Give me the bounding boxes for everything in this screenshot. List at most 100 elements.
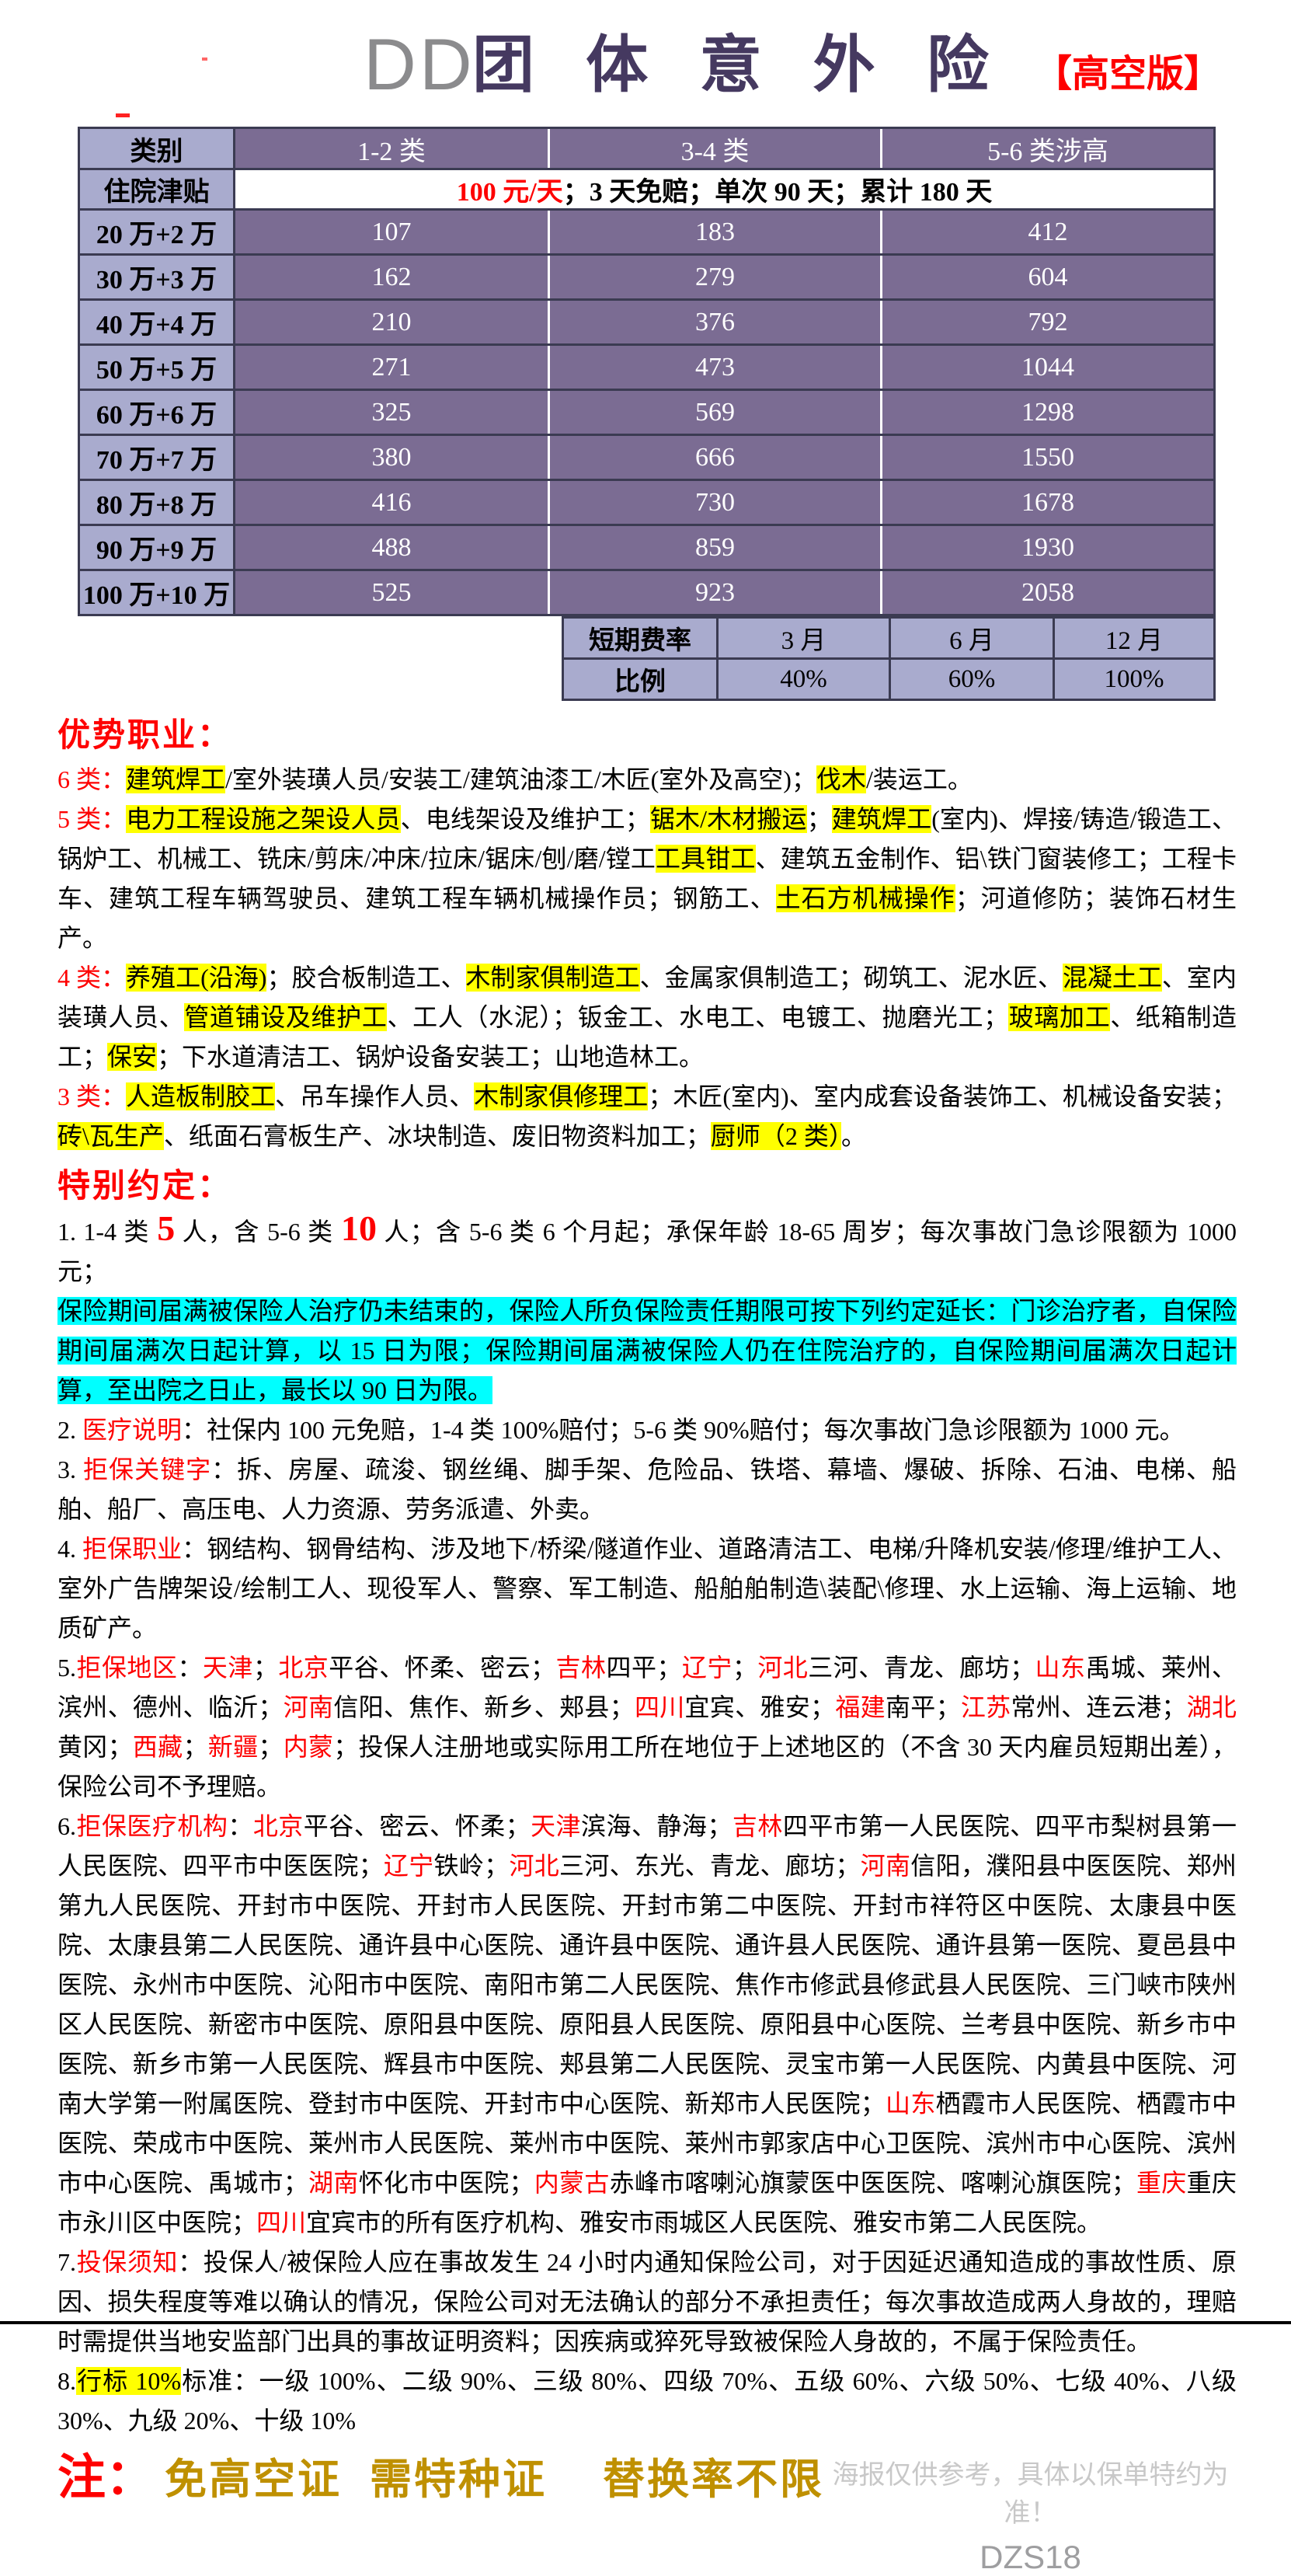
red-dot-decoration	[202, 58, 207, 61]
text-segment: 重庆	[1136, 2169, 1187, 2197]
item-number: 3.	[57, 1455, 84, 1483]
text-segment: 吉林	[555, 1654, 607, 1682]
rate-table: 类别 1-2 类 3-4 类 5-6 类涉高 住院津贴 100 元/天；3 天免…	[78, 127, 1216, 616]
plan-row: 40 万+4 万 210 376 792	[78, 298, 1215, 346]
text-segment: 三河、东光、青龙、廊坊；	[559, 1852, 861, 1880]
plan-row: 70 万+7 万 380 666 1550	[78, 434, 1215, 481]
premium-cell: 380	[233, 434, 549, 481]
text-segment: 吉林	[732, 1812, 783, 1840]
item-text: ：投保人/被保险人应在事故发生 24 小时内通知保险公司，对于因延迟通知造成的事…	[57, 2248, 1237, 2355]
text-segment: 建筑焊工	[126, 765, 226, 793]
ratio-row: 比例 40% 60% 100%	[562, 657, 1216, 701]
text-segment: 南平；	[885, 1693, 961, 1721]
page-title: 团 体 意 外 险	[472, 30, 1006, 99]
text-segment: 四平市第一人民医院、四平市梨树县第一人民医院、四平市中医医院；	[57, 1812, 1237, 1880]
red-dash-decoration	[116, 113, 130, 117]
short-rate-header-row: 短期费率 3 月 6 月 12 月	[562, 616, 1216, 660]
text-segment: 宜宾、雅安；	[684, 1693, 836, 1721]
premium-cell: 488	[233, 524, 549, 571]
premium-cell: 1298	[880, 389, 1215, 436]
text-segment: 人，含 5-6 类	[175, 1218, 341, 1246]
text-segment: 伐木	[816, 765, 866, 793]
segment-list: 5 人，含 5-6 类 10 人；含 5-6 类 6 个月起；承保年龄 18-6…	[57, 1211, 1237, 1286]
plan-row: 20 万+2 万 107 183 412	[78, 208, 1215, 256]
text-segment: 禹城、莱州、滨州、德州、临沂；	[57, 1654, 1237, 1721]
brand-text: DD	[364, 23, 475, 105]
item-label-highlight: 行标 10%	[76, 2367, 182, 2395]
occupation-class-3: 3 类：人造板制胶工、吊车操作人员、木制家俱修理工；木匠(室内)、室内成套设备装…	[57, 1077, 1237, 1156]
ratio-value-cell: 100%	[1053, 657, 1216, 701]
premium-cell: 923	[548, 569, 882, 616]
plan-label-cell: 50 万+5 万	[78, 343, 235, 391]
special-item-1-extension: 保险期间届满被保险人治疗仍未结束的，保险人所负保险责任期限可按下列约定延长：门诊…	[57, 1291, 1237, 1410]
text-segment: 北京	[252, 1812, 304, 1840]
plan-label-cell: 70 万+7 万	[78, 434, 235, 481]
text-segment: 山东	[1035, 1654, 1086, 1682]
class-label: 5 类：	[57, 805, 127, 833]
text-segment: 工具钳工	[656, 845, 756, 873]
item-label: 拒保关键字	[83, 1455, 212, 1483]
text-segment: 拒保医疗机构	[76, 1812, 228, 1840]
occupation-class-5: 5 类：电力工程设施之架设人员、电线架设及维护工；锯木/木材搬运；建筑焊工(室内…	[57, 800, 1237, 958]
ratio-value-cell: 60%	[889, 657, 1055, 701]
special-item-1: 1. 1-4 类 5 人，含 5-6 类 10 人；含 5-6 类 6 个月起；…	[57, 1211, 1237, 1291]
short-rate-table: 短期费率 3 月 6 月 12 月 比例 40% 60% 100%	[562, 616, 1216, 701]
text-segment: ；河道修防；装饰石材生产。	[57, 884, 1237, 952]
plan-row: 50 万+5 万 271 473 1044	[78, 343, 1215, 391]
special-item-5: 5.拒保地区：天津；北京平谷、怀柔、密云；吉林四平；辽宁；河北三河、青龙、廊坊；…	[57, 1648, 1237, 1807]
text-segment: ：	[228, 1812, 253, 1840]
segment-list: 建筑焊工/室外装璜人员/安装工/建筑油漆工/木匠(室外及高空)；伐木/装运工。	[126, 765, 973, 793]
footer-code: DZS18	[980, 2539, 1081, 2575]
text-segment: 新疆	[207, 1733, 259, 1761]
text-segment: 内蒙古	[534, 2169, 610, 2197]
premium-cell: 376	[548, 298, 882, 346]
text-segment: ；下水道清洁工、锅炉设备安装工；山地造林工。	[157, 1043, 705, 1071]
item-number: 8.	[57, 2367, 76, 2395]
text-segment: 、吊车操作人员、	[275, 1082, 475, 1110]
text-segment: 湖南	[308, 2169, 359, 2197]
text-segment: 四川	[634, 1693, 685, 1721]
item-label: 投保须知	[76, 2248, 179, 2276]
allowance-row: 住院津贴 100 元/天；3 天免赔；单次 90 天；累计 180 天	[78, 168, 1216, 211]
allowance-label-cell: 住院津贴	[78, 168, 235, 211]
segment-list: 养殖工(沿海)；胶合板制造工、木制家俱制造工、金属家俱制造工；砌筑工、泥水匠、混…	[57, 964, 1237, 1071]
text-segment: 信阳，濮阳县中医医院、郑州第九人民医院、开封市中医院、开封市人民医院、开封市第二…	[57, 1852, 1237, 2118]
plan-row: 90 万+9 万 488 859 1930	[78, 524, 1215, 571]
class-label: 4 类：	[57, 964, 127, 992]
text-segment: 重庆市永川区中医院；	[57, 2169, 1237, 2236]
text-segment: 栖霞市人民医院、栖霞市中医院、荣成市中医院、莱州市人民医院、莱州市中医院、莱州市…	[57, 2090, 1237, 2197]
text-segment: 天津	[202, 1654, 253, 1682]
plan-label-cell: 30 万+3 万	[78, 253, 235, 301]
text-segment: 管道铺设及维护工	[184, 1003, 388, 1031]
premium-cell: 279	[548, 253, 882, 301]
item-text: ：拆、房屋、疏浚、钢丝绳、脚手架、危险品、铁塔、幕墙、爆破、拆除、石油、电梯、船…	[57, 1455, 1237, 1523]
item-label: 医疗说明	[82, 1416, 183, 1444]
poster-footer: 注： 免高空证 需特种证 替换率不限 海报仅供参考，具体以保单特约为准！ DZS…	[0, 2441, 1291, 2576]
special-item-2: 2. 医疗说明：社保内 100 元免赔，1-4 类 100%赔付；5-6 类 9…	[57, 1410, 1237, 1450]
text-segment: 四平；	[606, 1654, 682, 1682]
premium-cell: 569	[548, 389, 882, 436]
text-segment: ；	[806, 805, 832, 833]
premium-cell: 1044	[880, 343, 1215, 391]
text-segment: 赤峰市喀喇沁旗蒙医中医医院、喀喇沁旗医院；	[609, 2169, 1136, 2197]
occupation-class-4: 4 类：养殖工(沿海)；胶合板制造工、木制家俱制造工、金属家俱制造工；砌筑工、泥…	[57, 958, 1237, 1077]
item-text: 标准：一级 100%、二级 90%、三级 80%、四级 70%、五级 60%、六…	[57, 2367, 1237, 2435]
premium-cell: 416	[233, 479, 549, 526]
column-header-cell: 3-4 类	[548, 127, 882, 170]
premium-cell: 325	[233, 389, 549, 436]
text-segment: 砖\瓦生产	[57, 1122, 164, 1150]
text-segment: 山东	[885, 2090, 936, 2118]
allowance-amount: 100 元/天	[456, 178, 563, 207]
special-item-6: 6.拒保医疗机构：北京平谷、密云、怀柔；天津滨海、静海；吉林四平市第一人民医院、…	[57, 1807, 1237, 2243]
item-number: 1. 1-4 类	[57, 1218, 158, 1246]
text-segment: 三河、青龙、廊坊；	[808, 1654, 1035, 1682]
text-segment: 平谷、怀柔、密云；	[329, 1654, 556, 1682]
bottom-border-line	[0, 2321, 1291, 2324]
premium-cell: 859	[548, 524, 882, 571]
plan-label-cell: 20 万+2 万	[78, 208, 235, 256]
item-text: ：社保内 100 元免赔，1-4 类 100%赔付；5-6 类 90%赔付；每次…	[182, 1416, 1185, 1444]
text-segment: 养殖工(沿海)	[126, 964, 267, 992]
premium-cell: 162	[233, 253, 549, 301]
text-segment: 辽宁	[383, 1852, 434, 1880]
